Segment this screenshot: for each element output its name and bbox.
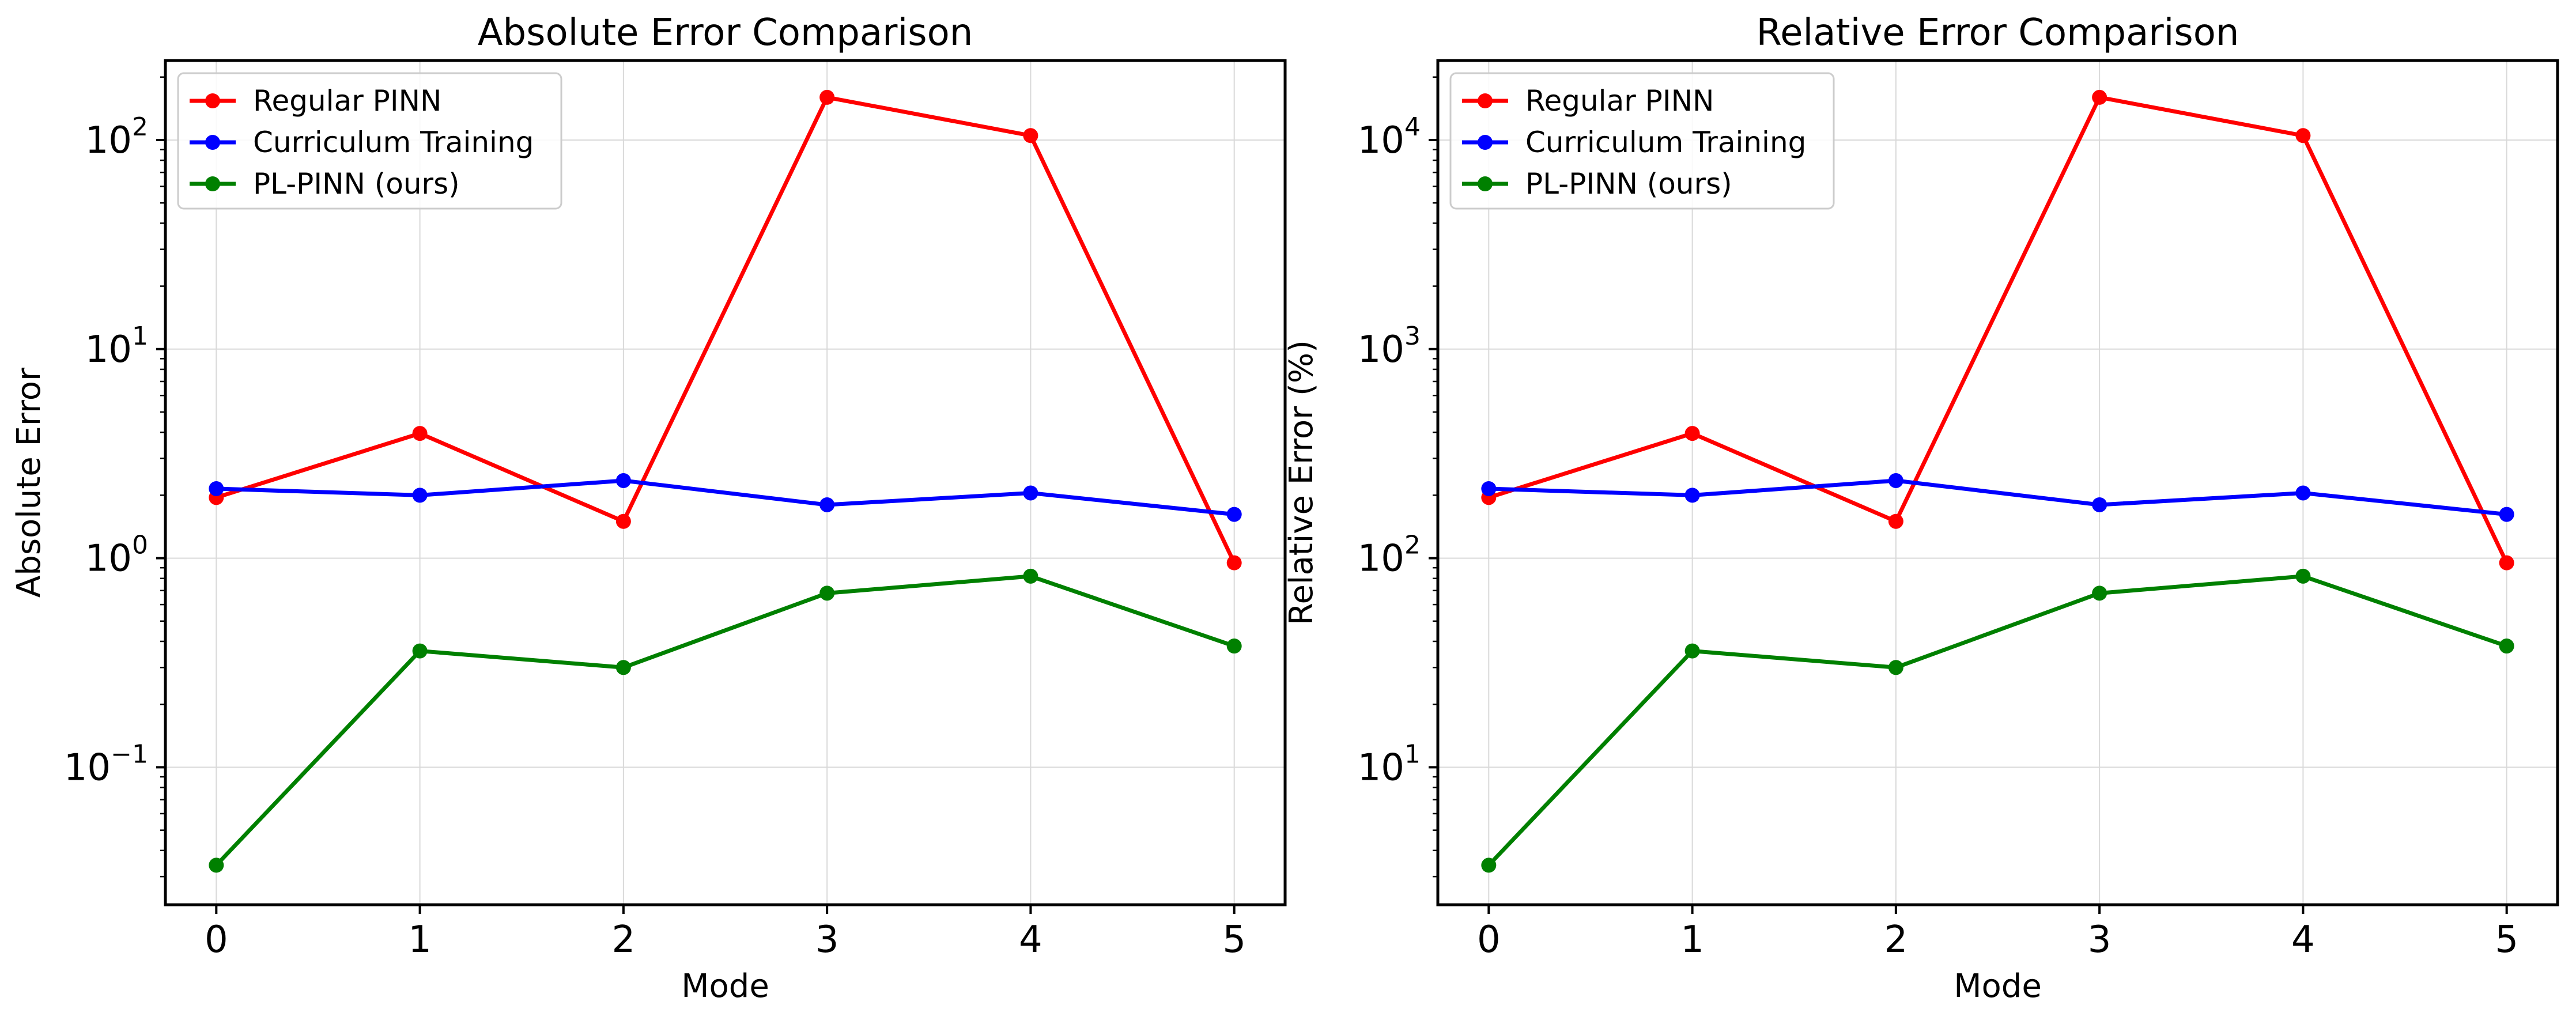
legend: Regular PINN Curriculum Training PL-PINN (… xyxy=(1449,72,1835,210)
x-tick-label: 0 xyxy=(205,919,228,961)
legend-entry: Regular PINN xyxy=(1525,84,1714,118)
data-point xyxy=(1684,488,1700,503)
data-point xyxy=(1684,643,1700,659)
data-point xyxy=(1684,426,1700,441)
x-tick-label: 4 xyxy=(1019,919,1043,961)
x-tick-label: 1 xyxy=(1680,919,1704,961)
legend-entry: PL-PINN (ours) xyxy=(253,167,460,201)
data-point xyxy=(819,497,835,512)
y-tick-label: 102 xyxy=(85,112,148,162)
chart-title: Absolute Error Comparison xyxy=(478,12,973,54)
legend-box xyxy=(1449,72,1835,210)
x-tick-label: 2 xyxy=(612,919,636,961)
data-point xyxy=(209,857,224,873)
data-point xyxy=(615,660,631,675)
y-tick-exponent: −1 xyxy=(111,739,148,769)
data-point xyxy=(615,473,631,488)
series-line-2 xyxy=(1487,574,2507,867)
data-point xyxy=(2295,128,2311,143)
data-point xyxy=(412,426,428,441)
legend-marker xyxy=(1478,176,1493,191)
x-tick-label: 5 xyxy=(1222,919,1246,961)
legend: Regular PINN Curriculum Training PL-PINN (… xyxy=(177,72,562,210)
data-point xyxy=(2092,497,2107,512)
data-point xyxy=(1226,639,1242,654)
x-axis-label: Mode xyxy=(681,968,769,1005)
legend-marker xyxy=(1478,135,1493,150)
series-line-2 xyxy=(214,574,1235,867)
data-point xyxy=(412,488,428,503)
legend-marker xyxy=(205,93,220,108)
x-axis-label: Mode xyxy=(1954,968,2042,1005)
x-tick-label: 3 xyxy=(2088,919,2112,961)
y-tick-exponent: 0 xyxy=(132,531,148,560)
series-line-0 xyxy=(1488,95,2509,564)
legend-marker xyxy=(1478,93,1493,108)
legend-marker xyxy=(205,176,220,191)
data-point xyxy=(2295,485,2311,501)
relative-error-chart: 0 1 2 3 4 5 101 102 103 104 Relative Error Compari… xyxy=(1283,12,2559,1005)
y-tick-label: 10−1 xyxy=(64,739,148,789)
data-point xyxy=(819,585,835,601)
y-axis-label: Absolute Error xyxy=(10,367,48,598)
axes-frame xyxy=(1436,59,2559,906)
data-point xyxy=(1023,485,1038,501)
data-point xyxy=(1481,481,1497,496)
legend-entry: Curriculum Training xyxy=(1525,126,1806,159)
data-point xyxy=(2092,585,2107,601)
data-point xyxy=(2499,639,2514,654)
data-point xyxy=(1481,857,1497,873)
y-tick-exponent: 3 xyxy=(1404,322,1421,351)
data-point xyxy=(1226,555,1242,571)
chart-title: Relative Error Comparison xyxy=(1757,12,2239,54)
x-tick-label: 1 xyxy=(408,919,432,961)
x-tick-label: 4 xyxy=(2291,919,2315,961)
data-point xyxy=(412,643,428,659)
data-point xyxy=(1023,128,1038,143)
series-line-1 xyxy=(216,478,1235,517)
data-point xyxy=(819,89,835,105)
y-tick-label: 101 xyxy=(1358,739,1421,789)
data-point xyxy=(1226,507,1242,522)
x-tick-label: 5 xyxy=(2495,919,2518,961)
y-tick-exponent: 1 xyxy=(1404,739,1421,769)
x-tick-label: 3 xyxy=(815,919,839,961)
data-point xyxy=(2092,89,2107,105)
data-point xyxy=(209,481,224,496)
data-point xyxy=(1888,660,1903,675)
series-line-0 xyxy=(216,95,1236,564)
x-tick-label: 0 xyxy=(1477,919,1501,961)
data-point xyxy=(2499,507,2514,522)
y-tick-exponent: 2 xyxy=(1404,531,1421,560)
y-tick-label: 104 xyxy=(1358,112,1421,162)
x-tick-label: 2 xyxy=(1884,919,1908,961)
data-point xyxy=(615,513,631,529)
data-point xyxy=(2295,568,2311,584)
y-tick-exponent: 2 xyxy=(132,112,148,142)
legend-marker xyxy=(205,135,220,150)
y-tick-exponent: 4 xyxy=(1404,112,1421,142)
y-axis-label: Relative Error (%) xyxy=(1283,340,1320,625)
legend-entry: PL-PINN (ours) xyxy=(1525,167,1732,201)
legend-entry: Curriculum Training xyxy=(253,126,534,159)
series-line-1 xyxy=(1489,478,2507,517)
legend-entry: Regular PINN xyxy=(253,84,441,118)
y-tick-label: 101 xyxy=(85,322,148,371)
y-tick-label: 102 xyxy=(1358,531,1421,580)
data-point xyxy=(1023,568,1038,584)
axes-frame xyxy=(164,59,1287,906)
data-point xyxy=(1888,473,1903,488)
legend-box xyxy=(177,72,562,210)
data-point xyxy=(1888,513,1903,529)
y-tick-label: 100 xyxy=(85,531,148,580)
data-point xyxy=(2499,555,2514,571)
y-tick-label: 103 xyxy=(1358,322,1421,371)
y-tick-exponent: 1 xyxy=(132,322,148,351)
